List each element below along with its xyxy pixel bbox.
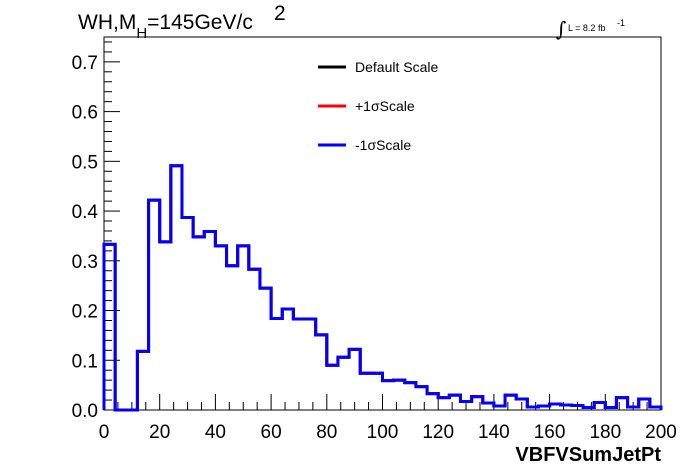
x-tick-label: 140 xyxy=(478,422,510,443)
y-tick-label: 0.0 xyxy=(72,401,98,422)
legend: Default Scale +1σScale -1σScale xyxy=(318,59,438,153)
x-tick-label: 100 xyxy=(367,422,399,443)
y-tick-label: 0.5 xyxy=(72,152,98,173)
legend-label-minus1sigma: -1σScale xyxy=(355,137,411,153)
title-main: WH,M xyxy=(78,11,136,34)
series-line-2 xyxy=(102,164,663,412)
title-value: =145GeV/c xyxy=(147,11,253,34)
x-axis: 0 20 40 60 80 100 120 140 160 180 200 xyxy=(99,394,677,443)
y-tick-label: 0.7 xyxy=(72,53,98,74)
series-group xyxy=(102,164,663,412)
plot-frame xyxy=(103,36,662,411)
x-tick-label: 80 xyxy=(316,422,337,443)
y-axis: 0.0 0.1 0.2 0.3 0.4 0.5 0.6 0.7 xyxy=(72,41,120,422)
x-tick-label: 120 xyxy=(422,422,454,443)
chart-title: WH,MH=145GeV/c xyxy=(78,11,253,42)
x-tick-label: 200 xyxy=(645,422,677,443)
x-tick-label: 180 xyxy=(589,422,621,443)
x-tick-label: 0 xyxy=(99,422,110,443)
legend-entry-minus1sigma: -1σScale xyxy=(318,137,411,153)
legend-entry-plus1sigma: +1σScale xyxy=(318,98,415,114)
y-tick-label: 0.2 xyxy=(72,302,98,323)
lumi-integral: ∫ xyxy=(556,17,566,41)
x-tick-label: 160 xyxy=(534,422,566,443)
legend-label-default: Default Scale xyxy=(355,59,438,75)
legend-entry-default: Default Scale xyxy=(318,59,438,75)
y-tick-label: 0.1 xyxy=(72,351,98,372)
lumi-superscript: -1 xyxy=(617,18,625,28)
y-tick-label: 0.3 xyxy=(72,252,98,273)
x-tick-label: 60 xyxy=(261,422,282,443)
x-axis-title: VBFVSumJetPt xyxy=(515,444,661,466)
legend-label-plus1sigma: +1σScale xyxy=(355,98,415,114)
y-tick-label: 0.6 xyxy=(72,103,98,124)
y-tick-label: 0.4 xyxy=(72,202,99,223)
title-superscript: 2 xyxy=(274,2,286,25)
x-tick-label: 20 xyxy=(149,422,170,443)
title-subscript: H xyxy=(136,25,147,42)
lumi-label: L = 8.2 fb xyxy=(568,23,605,33)
x-tick-label: 40 xyxy=(205,422,226,443)
